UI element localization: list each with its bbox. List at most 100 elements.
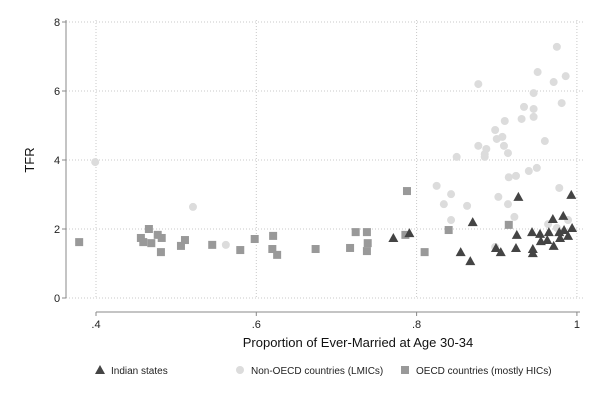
square-point bbox=[139, 238, 148, 247]
triangle-point bbox=[527, 248, 538, 258]
x-tick-label: .4 bbox=[91, 319, 100, 331]
triangle-point bbox=[535, 228, 546, 238]
square-point bbox=[250, 235, 259, 244]
square-point bbox=[208, 240, 217, 249]
x-tick-label: 1 bbox=[574, 319, 580, 331]
circle-point bbox=[549, 78, 558, 87]
circle-point bbox=[503, 149, 512, 158]
legend-triangle-icon bbox=[95, 365, 105, 374]
circle-point bbox=[494, 192, 503, 201]
gridlines bbox=[66, 20, 585, 299]
circle-point bbox=[498, 132, 507, 141]
circle-point bbox=[555, 183, 564, 192]
triangle-point bbox=[495, 247, 506, 257]
circle-point bbox=[188, 202, 197, 211]
square-point bbox=[156, 248, 165, 257]
square-point bbox=[362, 228, 371, 237]
circle-point bbox=[557, 99, 566, 108]
circle-point bbox=[552, 42, 561, 51]
triangle-point bbox=[547, 213, 558, 223]
circle-point bbox=[432, 181, 441, 190]
circle-point bbox=[499, 141, 508, 150]
y-tick-label: 8 bbox=[54, 17, 60, 29]
square-point bbox=[153, 230, 162, 239]
square-point bbox=[402, 187, 411, 196]
triangle-point bbox=[543, 227, 554, 237]
legend-label: Non-OECD countries (LMICs) bbox=[251, 366, 383, 377]
circle-point bbox=[463, 201, 472, 210]
square-point bbox=[346, 243, 355, 252]
circle-point bbox=[524, 167, 533, 176]
triangle-point bbox=[566, 189, 577, 199]
legend-label: Indian states bbox=[111, 366, 168, 377]
data-points bbox=[75, 42, 578, 266]
square-point bbox=[273, 250, 282, 259]
circle-point bbox=[510, 212, 519, 221]
triangle-point bbox=[490, 242, 501, 252]
square-point bbox=[401, 230, 410, 239]
triangle-point bbox=[510, 242, 521, 252]
circle-point bbox=[91, 158, 100, 167]
square-point bbox=[157, 233, 166, 242]
legend-circle-icon bbox=[236, 366, 244, 374]
square-point bbox=[75, 238, 84, 247]
circle-point bbox=[474, 80, 483, 89]
circle-point bbox=[480, 152, 489, 161]
x-axis-label: Proportion of Ever-Married at Age 30-34 bbox=[243, 335, 474, 350]
y-tick-label: 6 bbox=[54, 86, 60, 98]
triangle-point bbox=[527, 227, 538, 237]
square-point bbox=[420, 248, 429, 257]
circle-point bbox=[491, 125, 500, 134]
square-point bbox=[504, 220, 513, 229]
circle-point bbox=[520, 102, 529, 111]
circle-point bbox=[532, 163, 541, 172]
square-point bbox=[351, 228, 360, 237]
square-point bbox=[268, 245, 277, 254]
circle-point bbox=[503, 200, 512, 209]
triangle-point bbox=[404, 228, 415, 238]
circle-point bbox=[504, 173, 513, 182]
legend: Indian states Non-OECD countries (LMICs) O… bbox=[95, 365, 552, 377]
square-point bbox=[180, 236, 189, 245]
square-point bbox=[176, 241, 185, 250]
circle-point bbox=[452, 152, 461, 161]
square-point bbox=[269, 231, 278, 240]
circle-point bbox=[511, 171, 520, 180]
square-point bbox=[363, 239, 372, 248]
circle-point bbox=[561, 72, 570, 81]
triangle-point bbox=[513, 191, 524, 201]
triangle-point bbox=[465, 256, 476, 266]
circle-point bbox=[221, 240, 230, 249]
triangle-point bbox=[542, 235, 553, 245]
x-tick-label: .8 bbox=[412, 319, 421, 331]
y-tick-label: 0 bbox=[54, 293, 60, 305]
ticks: 0 2 4 6 8 .4 .6 .8 1 bbox=[54, 17, 580, 331]
x-tick-label: .6 bbox=[252, 319, 261, 331]
legend-square-icon bbox=[401, 366, 409, 374]
triangle-point bbox=[511, 229, 522, 239]
triangle-point bbox=[455, 247, 466, 257]
circle-point bbox=[517, 114, 526, 123]
square-point bbox=[136, 233, 145, 242]
y-axis-label: TFR bbox=[22, 147, 37, 172]
circle-point bbox=[500, 117, 509, 126]
square-point bbox=[236, 246, 245, 255]
square-point bbox=[311, 245, 320, 254]
triangle-point bbox=[563, 230, 574, 240]
circle-point bbox=[540, 137, 549, 146]
square-point bbox=[362, 247, 371, 256]
circle-point bbox=[447, 190, 456, 199]
y-tick-label: 4 bbox=[54, 155, 60, 167]
square-point bbox=[444, 226, 453, 235]
triangle-point bbox=[555, 232, 566, 242]
triangle-point bbox=[567, 222, 578, 232]
triangle-point bbox=[467, 217, 478, 227]
triangle-point bbox=[558, 210, 569, 220]
circle-point bbox=[529, 112, 538, 121]
y-tick-label: 2 bbox=[54, 224, 60, 236]
square-point bbox=[147, 239, 156, 248]
triangle-point bbox=[388, 232, 399, 242]
triangle-point bbox=[548, 240, 559, 250]
square-point bbox=[144, 225, 153, 233]
